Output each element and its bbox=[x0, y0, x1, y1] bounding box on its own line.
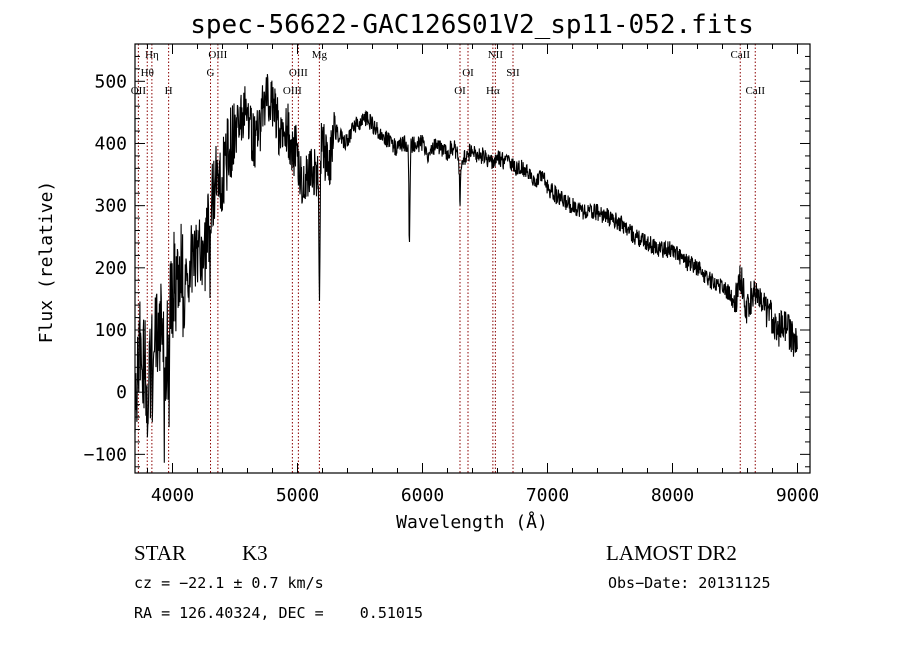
spectral-line-label: CaII bbox=[745, 85, 765, 97]
x-tick-label: 6000 bbox=[401, 485, 444, 506]
spectrum-series bbox=[134, 74, 798, 463]
x-tick-label: 4000 bbox=[151, 485, 194, 506]
y-axis-label: Flux (relative) bbox=[36, 181, 57, 344]
plot-frame bbox=[134, 43, 811, 474]
y-tick-label: 400 bbox=[94, 133, 127, 154]
chart-title: spec-56622-GAC126S01V2_sp11-052.fits bbox=[190, 10, 754, 40]
x-tick-label: 7000 bbox=[526, 485, 569, 506]
spectral-line-label: OII bbox=[131, 85, 147, 97]
y-tick-label: 500 bbox=[94, 71, 127, 92]
axes: 4000 5000 6000 7000 8000 9000 −100 0 100 200 300 40… bbox=[84, 43, 819, 506]
spectral-line-label: NII bbox=[488, 49, 504, 61]
x-axis-label: Wavelength (Å) bbox=[396, 511, 548, 533]
y-tick-label: 300 bbox=[94, 196, 127, 217]
spectral-line-label: G bbox=[207, 67, 215, 79]
spectral-line-label: Mg bbox=[312, 49, 328, 61]
observation-date: Obs−Date: 20131125 bbox=[608, 574, 771, 592]
spectral-line-label: Hα bbox=[486, 85, 500, 97]
y-tick-label: 100 bbox=[94, 320, 127, 341]
coordinates: RA = 126.40324, DEC = 0.51015 bbox=[134, 604, 423, 622]
spectral-line-label: OI bbox=[454, 85, 466, 97]
spectral-subclass: K3 bbox=[242, 541, 268, 565]
x-tick-label: 5000 bbox=[276, 485, 319, 506]
spectral-line-label: H bbox=[165, 85, 173, 97]
spectrum-line bbox=[134, 74, 798, 463]
spectral-line-label: OI bbox=[462, 67, 474, 79]
y-tick-label: 0 bbox=[116, 382, 127, 403]
spectral-line-markers: Hη Hθ OII H OIII G OIII OIII Mg NII OI SII OI Hα CaII C… bbox=[131, 44, 765, 473]
survey-name: LAMOST DR2 bbox=[606, 541, 737, 565]
spectral-line-label: OIII bbox=[283, 85, 302, 97]
y-tick-label: −100 bbox=[84, 444, 127, 465]
y-tick-label: 200 bbox=[94, 258, 127, 279]
spectral-line-label: OIII bbox=[289, 67, 308, 79]
spectral-line-label: CaII bbox=[730, 49, 750, 61]
spectral-line-label: Hθ bbox=[141, 67, 154, 79]
spectral-line-label: SII bbox=[506, 67, 520, 79]
object-type: STAR bbox=[134, 541, 186, 565]
redshift-cz: cz = −22.1 ± 0.7 km/s bbox=[134, 574, 324, 592]
x-tick-label: 9000 bbox=[776, 485, 819, 506]
spectral-line-label: OIII bbox=[208, 49, 227, 61]
spectral-line-label: Hη bbox=[145, 49, 159, 61]
x-tick-label: 8000 bbox=[651, 485, 694, 506]
